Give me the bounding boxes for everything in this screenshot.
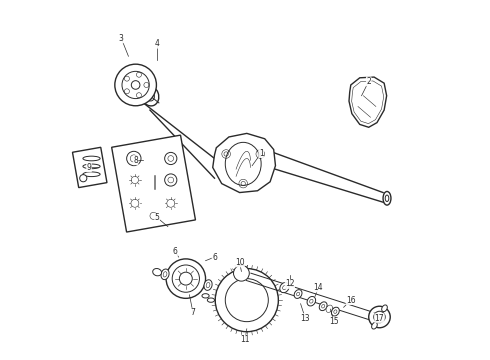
Circle shape: [126, 151, 141, 166]
Text: 11: 11: [240, 335, 250, 344]
Circle shape: [115, 64, 156, 106]
Text: 12: 12: [285, 279, 294, 288]
Ellipse shape: [331, 307, 339, 316]
Text: 6: 6: [172, 247, 177, 256]
Ellipse shape: [141, 86, 159, 106]
Text: 10: 10: [235, 258, 245, 267]
Ellipse shape: [307, 297, 316, 306]
Ellipse shape: [207, 298, 215, 302]
Circle shape: [166, 259, 205, 298]
Circle shape: [368, 306, 390, 328]
Text: 3: 3: [119, 34, 123, 43]
Text: 15: 15: [329, 317, 339, 326]
Ellipse shape: [161, 269, 169, 280]
Ellipse shape: [204, 280, 212, 291]
Text: 8: 8: [133, 156, 138, 165]
Text: 7: 7: [191, 308, 196, 317]
Circle shape: [80, 175, 87, 182]
Text: 17: 17: [375, 314, 384, 323]
Circle shape: [234, 265, 249, 281]
Ellipse shape: [371, 322, 377, 329]
Ellipse shape: [319, 302, 327, 311]
Text: 16: 16: [346, 296, 356, 305]
Text: 13: 13: [300, 314, 310, 323]
Ellipse shape: [153, 269, 162, 276]
Ellipse shape: [83, 164, 100, 169]
Polygon shape: [112, 135, 196, 232]
Ellipse shape: [326, 305, 333, 312]
Polygon shape: [349, 77, 387, 127]
Circle shape: [165, 152, 177, 165]
Text: 4: 4: [155, 39, 160, 48]
Text: 5: 5: [155, 213, 160, 222]
Ellipse shape: [383, 192, 391, 205]
Ellipse shape: [83, 172, 100, 177]
Text: 2: 2: [367, 77, 371, 86]
Circle shape: [215, 269, 278, 332]
Text: 14: 14: [314, 283, 323, 292]
Polygon shape: [213, 134, 275, 193]
Ellipse shape: [280, 283, 289, 293]
Ellipse shape: [294, 290, 302, 298]
Text: 9: 9: [87, 163, 92, 172]
Ellipse shape: [202, 294, 209, 298]
Ellipse shape: [83, 156, 100, 161]
Text: 6: 6: [212, 253, 217, 262]
Ellipse shape: [382, 305, 387, 312]
Circle shape: [165, 174, 177, 186]
Polygon shape: [73, 147, 107, 188]
Text: 1: 1: [259, 149, 264, 158]
